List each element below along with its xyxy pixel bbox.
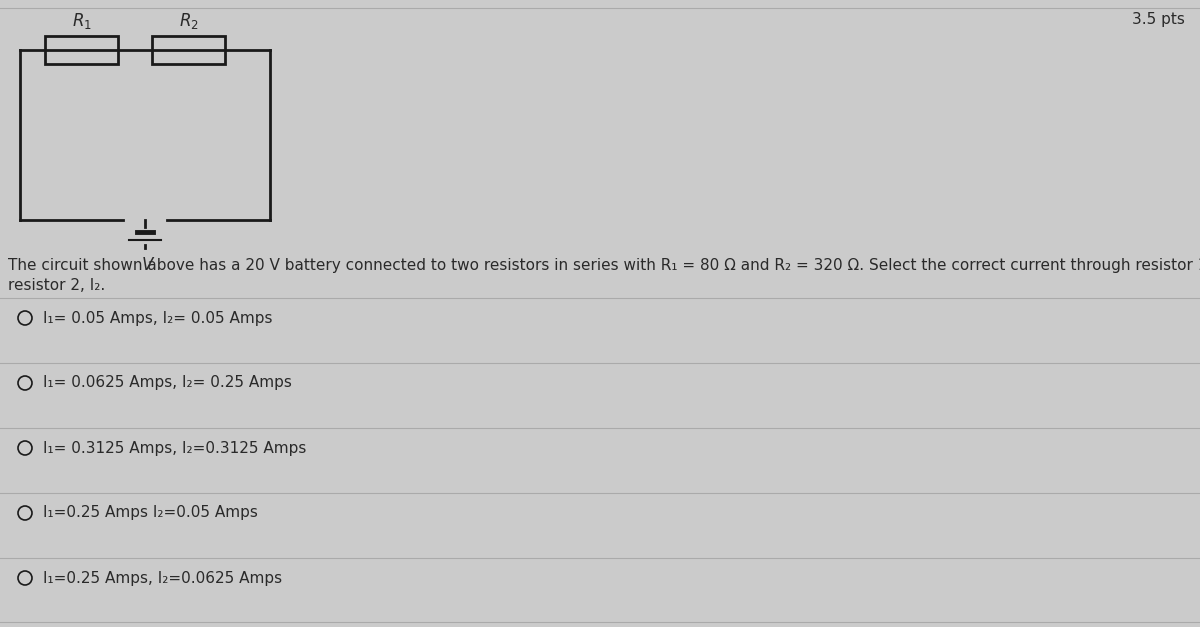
Text: I₁=0.25 Amps I₂=0.05 Amps: I₁=0.25 Amps I₂=0.05 Amps (43, 505, 258, 520)
Text: 3.5 pts: 3.5 pts (1132, 12, 1186, 27)
Text: I₁= 0.0625 Amps, I₂= 0.25 Amps: I₁= 0.0625 Amps, I₂= 0.25 Amps (43, 376, 292, 391)
Text: I₁=0.25 Amps, I₂=0.0625 Amps: I₁=0.25 Amps, I₂=0.0625 Amps (43, 571, 282, 586)
Text: I₁= 0.3125 Amps, I₂=0.3125 Amps: I₁= 0.3125 Amps, I₂=0.3125 Amps (43, 441, 306, 455)
Text: $V$: $V$ (140, 256, 155, 274)
Bar (46, 36, 118, 64)
Bar (152, 36, 226, 64)
Text: I₁= 0.05 Amps, I₂= 0.05 Amps: I₁= 0.05 Amps, I₂= 0.05 Amps (43, 310, 272, 325)
Text: resistor 2, I₂.: resistor 2, I₂. (8, 278, 106, 293)
Text: $R_2$: $R_2$ (179, 11, 198, 31)
Text: $R_1$: $R_1$ (72, 11, 91, 31)
Text: The circuit shown above has a 20 V battery connected to two resistors in series : The circuit shown above has a 20 V batte… (8, 258, 1200, 273)
